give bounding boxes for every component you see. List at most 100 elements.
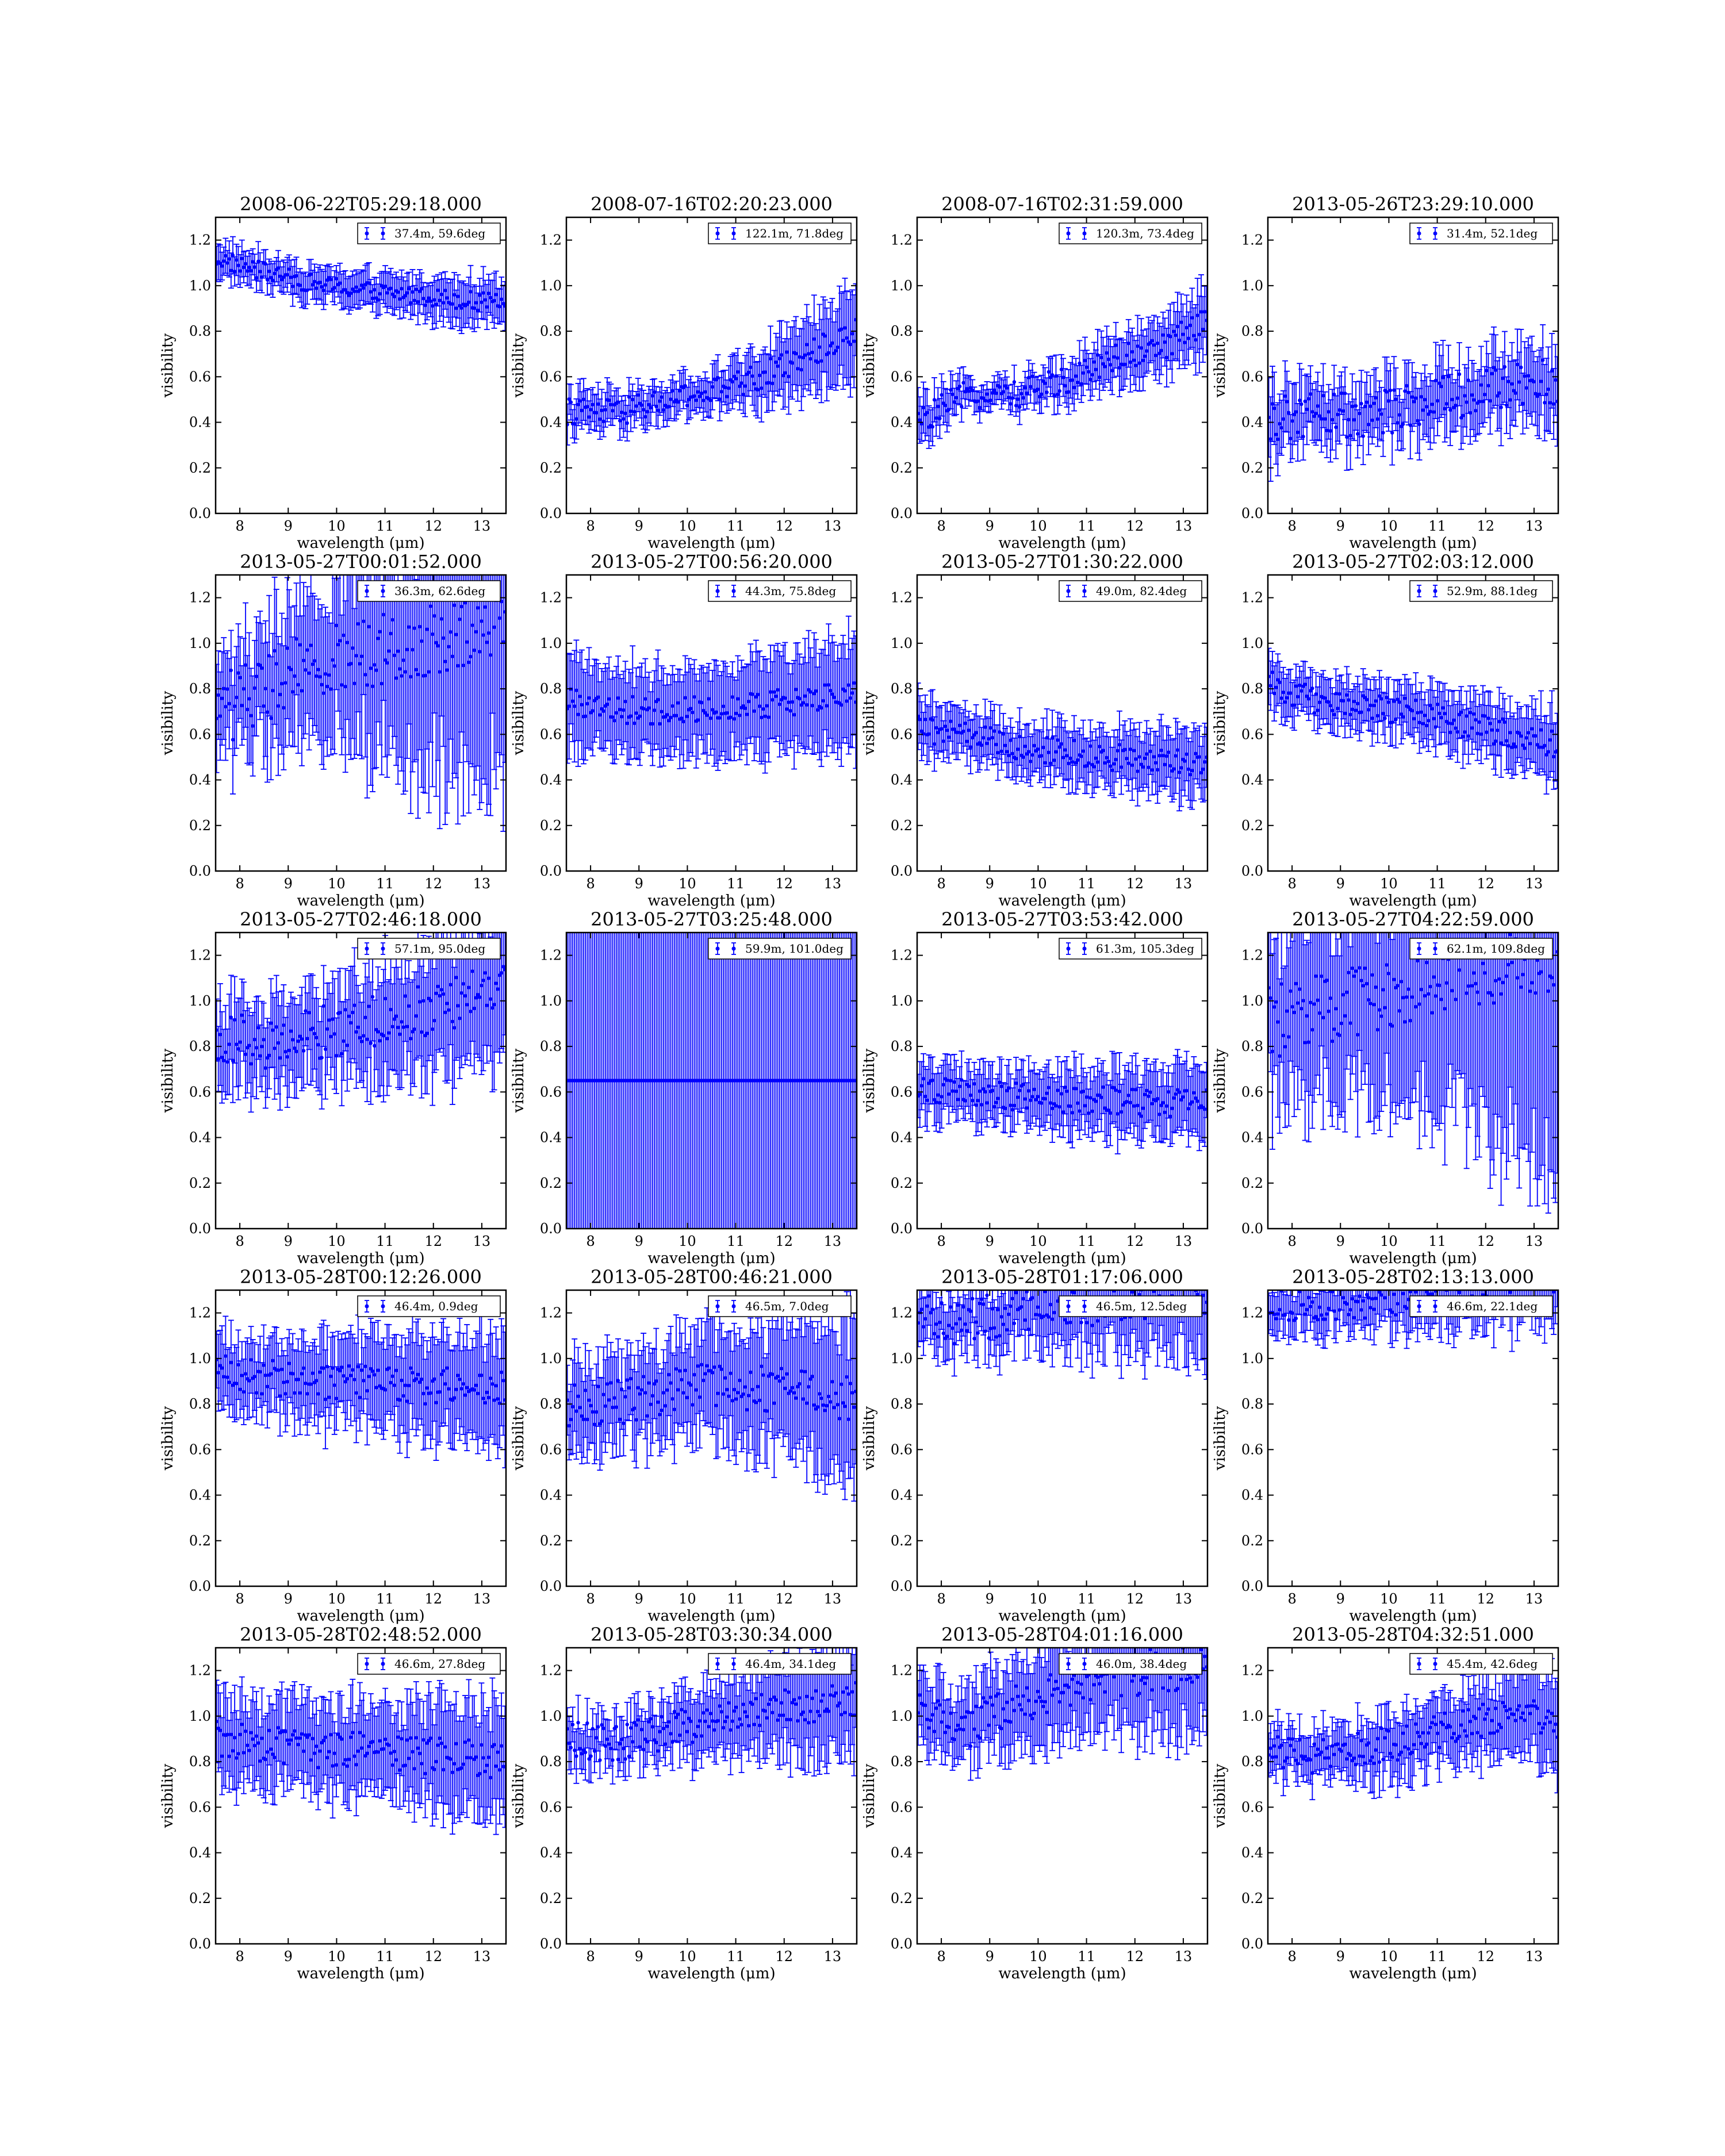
data-point bbox=[961, 729, 965, 734]
data-point bbox=[843, 689, 847, 693]
data-point bbox=[846, 683, 850, 687]
data-point bbox=[1139, 762, 1143, 766]
data-point bbox=[923, 718, 927, 722]
data-point bbox=[425, 299, 429, 304]
data-point bbox=[231, 738, 235, 742]
subplot-title: 2013-05-26T23:29:10.000 bbox=[1292, 193, 1534, 215]
data-point bbox=[305, 648, 309, 652]
data-point bbox=[1084, 365, 1089, 369]
data-point bbox=[1143, 354, 1147, 358]
data-point bbox=[1010, 751, 1014, 755]
data-point bbox=[696, 718, 700, 722]
data-point bbox=[345, 640, 350, 645]
data-point bbox=[1087, 761, 1091, 765]
data-point bbox=[300, 689, 304, 693]
subplot-1: 8 9 10 11 12 13 0.0 0.2 0.4 0.6 0.8 1.0 1.2 2008-06-2… bbox=[159, 193, 507, 552]
y-axis-label: visibility bbox=[510, 333, 527, 398]
data-point bbox=[1072, 738, 1076, 743]
data-point bbox=[1363, 404, 1367, 408]
data-point bbox=[1170, 352, 1174, 356]
data-point bbox=[1164, 754, 1169, 758]
data-point bbox=[803, 694, 807, 698]
data-point bbox=[669, 397, 673, 401]
data-point bbox=[454, 306, 458, 310]
x-axis-label: wavelength (μm) bbox=[647, 535, 775, 552]
data-point bbox=[835, 345, 840, 350]
data-point bbox=[983, 398, 987, 403]
axes-frame bbox=[916, 574, 1209, 872]
data-point bbox=[708, 716, 713, 720]
data-point bbox=[296, 682, 300, 687]
y-tick-label: 0.6 bbox=[540, 369, 562, 385]
data-point bbox=[785, 707, 789, 711]
data-point bbox=[1114, 757, 1118, 762]
data-point bbox=[1551, 402, 1556, 406]
data-point bbox=[819, 359, 823, 363]
data-point bbox=[1405, 383, 1409, 388]
data-point bbox=[985, 741, 989, 746]
data-point bbox=[488, 296, 493, 300]
data-point bbox=[403, 294, 408, 298]
x-tick-label: 11 bbox=[376, 876, 394, 892]
data-point bbox=[469, 290, 473, 294]
data-point bbox=[918, 418, 922, 422]
data-point bbox=[256, 259, 260, 263]
data-point bbox=[436, 644, 440, 648]
data-point bbox=[1274, 685, 1278, 689]
data-point bbox=[947, 735, 951, 739]
data-point bbox=[316, 667, 320, 672]
data-point bbox=[309, 272, 313, 277]
data-point bbox=[1463, 394, 1467, 398]
data-point bbox=[1279, 696, 1283, 700]
data-point bbox=[1468, 411, 1473, 415]
y-axis-label: visibility bbox=[510, 690, 527, 755]
data-point bbox=[1298, 683, 1302, 688]
data-point bbox=[320, 682, 324, 687]
y-tick-label: 0.2 bbox=[1241, 460, 1263, 476]
data-point bbox=[411, 290, 415, 294]
data-point bbox=[774, 360, 778, 365]
data-point bbox=[354, 654, 358, 658]
data-point bbox=[396, 649, 400, 653]
data-point bbox=[1546, 387, 1550, 392]
y-tick-label: 0.0 bbox=[540, 505, 562, 521]
y-tick-label: 0.8 bbox=[891, 323, 913, 339]
y-tick-label: 1.0 bbox=[891, 278, 913, 294]
data-point bbox=[486, 631, 491, 635]
data-point bbox=[1306, 697, 1311, 701]
data-point bbox=[810, 350, 814, 355]
data-point bbox=[1175, 324, 1180, 329]
data-point bbox=[323, 672, 328, 676]
data-point bbox=[756, 388, 760, 392]
subplot-8: 8 9 10 11 12 130.00.20.40.60.81.01.22013-05-2… bbox=[1212, 551, 1559, 910]
data-point bbox=[1192, 759, 1196, 764]
data-point bbox=[329, 277, 333, 282]
y-tick-label: 0.2 bbox=[540, 818, 562, 834]
data-point bbox=[283, 681, 288, 685]
data-point bbox=[812, 692, 816, 696]
data-point bbox=[1306, 397, 1311, 401]
data-point bbox=[631, 695, 635, 699]
data-point bbox=[614, 711, 618, 715]
data-point bbox=[345, 290, 350, 295]
data-point bbox=[401, 658, 405, 662]
data-point bbox=[1201, 327, 1205, 332]
data-point bbox=[1519, 365, 1523, 370]
data-point bbox=[949, 719, 953, 723]
data-point bbox=[732, 717, 737, 721]
data-point bbox=[1268, 437, 1272, 441]
data-point bbox=[1397, 413, 1402, 417]
data-point bbox=[818, 345, 822, 349]
data-point bbox=[358, 288, 362, 292]
data-point bbox=[238, 676, 242, 680]
data-point bbox=[719, 712, 724, 716]
data-point bbox=[309, 643, 313, 647]
data-point bbox=[968, 745, 973, 749]
data-point bbox=[957, 723, 962, 727]
x-axis-label: wavelength (μm) bbox=[647, 892, 775, 910]
data-point bbox=[398, 297, 402, 301]
data-point bbox=[1450, 397, 1454, 402]
subplot-title: 2013-05-27T00:56:20.000 bbox=[591, 551, 833, 573]
data-point bbox=[650, 722, 655, 726]
data-point bbox=[314, 286, 319, 290]
